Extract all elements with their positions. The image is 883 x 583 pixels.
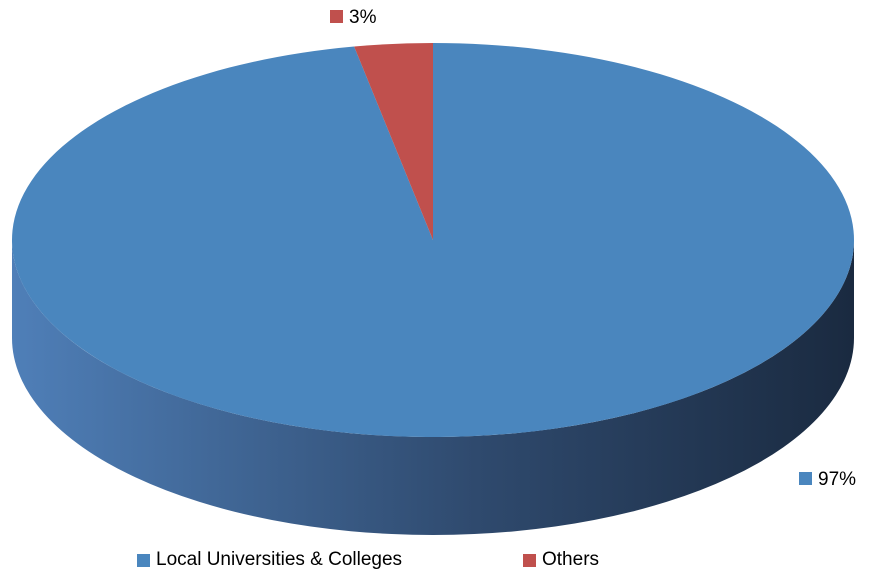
legend-label-others: Others: [542, 549, 600, 570]
legend-label-local-universities: Local Universities & Colleges: [156, 549, 403, 570]
legend-item-others: Others: [523, 549, 599, 571]
legend-swatch-others: [523, 553, 536, 567]
data-label-swatch-local-universities: [799, 472, 812, 485]
data-label-local-universities: 97%: [818, 469, 856, 490]
pie-slices-layer: [11, 43, 854, 535]
data-labels-layer: 97% 3%: [330, 7, 856, 490]
legend-item-local-universities: Local Universities & Colleges: [137, 549, 402, 571]
data-label-swatch-others: [330, 10, 343, 23]
data-label-others: 3%: [349, 7, 377, 28]
slice-others: [354, 43, 433, 240]
legend-swatch-local-universities: [137, 553, 150, 567]
slice-local-universities: [11, 43, 854, 437]
legend: Local Universities & Colleges Others: [0, 549, 883, 571]
slice-side-local-universities: [12, 240, 854, 535]
